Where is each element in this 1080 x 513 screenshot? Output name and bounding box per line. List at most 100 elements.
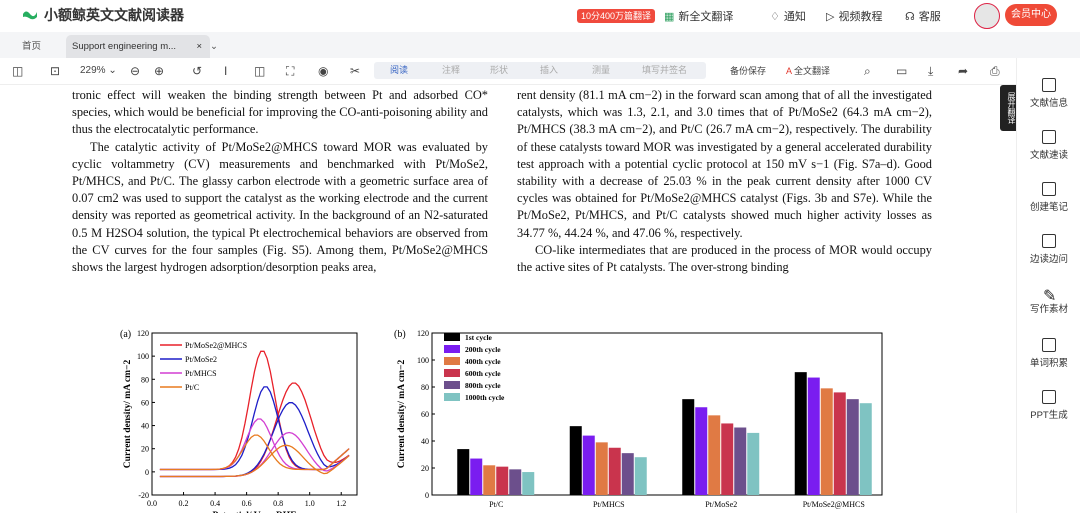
bar (582, 435, 595, 495)
side-item-quick-read[interactable]: 文献速读 (1017, 130, 1080, 161)
x-tick-label: 0.4 (210, 499, 220, 508)
expand-translation-tab[interactable]: 展开翻译 (1000, 85, 1016, 131)
x-tick-label: 1.0 (305, 499, 315, 508)
info-list-icon (1042, 78, 1056, 92)
legend-label: 200th cycle (465, 345, 501, 354)
scissors-icon[interactable]: ✂ (350, 64, 361, 78)
close-tab-icon[interactable]: × (196, 41, 202, 52)
y-tick-label: 40 (421, 437, 429, 446)
video-tutorial-link[interactable]: ▷ 视频教程 (826, 10, 883, 24)
app-title: 小额鲸英文文献阅读器 (44, 7, 184, 23)
sidebar-toggle-icon[interactable]: ◫ (12, 64, 24, 78)
bar (595, 442, 608, 495)
panel-label: (a) (120, 329, 131, 340)
y-tick-label: 0 (145, 468, 149, 477)
y-tick-label: -20 (138, 491, 149, 500)
legend-label: Pt/MHCS (185, 369, 217, 378)
tab-document[interactable]: Support engineering m... × (66, 35, 210, 58)
left-column: tronic effect will weaken the binding st… (72, 87, 488, 276)
promo-badge[interactable]: 10分400万篇翻译 (577, 9, 656, 23)
rotate-icon[interactable]: ↺ (192, 64, 203, 78)
mode-measure[interactable]: 测量 (592, 65, 611, 75)
zoom-in-icon[interactable]: ⊕ (154, 64, 165, 78)
tab-home[interactable]: 首页 (22, 41, 42, 52)
vocabulary-icon (1042, 338, 1056, 352)
fit-screen-icon[interactable]: ⛶ (286, 64, 295, 78)
paragraph: tronic effect will weaken the binding st… (72, 88, 488, 137)
mode-insert[interactable]: 插入 (540, 65, 559, 75)
member-center-button[interactable]: 会员中心 (1005, 4, 1057, 26)
eye-icon[interactable]: ◉ (318, 64, 329, 78)
bar (807, 377, 820, 495)
pen-icon: ✎ (1043, 288, 1057, 305)
side-item-ask[interactable]: 边读边问 (1017, 234, 1080, 265)
zoom-out-icon[interactable]: ⊖ (130, 64, 141, 78)
bar (569, 426, 582, 495)
bar (747, 432, 760, 495)
mode-shape[interactable]: 形状 (490, 65, 509, 75)
translate-a-icon: A (786, 66, 792, 76)
two-page-icon[interactable]: ◫ (254, 64, 266, 78)
backup-save-button[interactable]: 备份保存 (730, 66, 767, 76)
comment-icon[interactable]: ▭ (896, 64, 908, 78)
side-item-label: 创建笔记 (1029, 202, 1068, 213)
plot-frame (151, 332, 358, 496)
translate-icon: ▦ (664, 10, 675, 23)
avatar[interactable] (974, 3, 1000, 29)
ppt-icon (1042, 390, 1056, 404)
bar (496, 466, 509, 495)
chat-icon (1042, 234, 1056, 248)
download-icon[interactable]: ⤓ (928, 64, 934, 78)
legend-swatch (444, 369, 460, 377)
side-item-label: 单词积累 (1029, 358, 1068, 369)
y-tick-label: 120 (417, 329, 429, 338)
mode-fill-sign[interactable]: 填写并签名 (642, 65, 688, 75)
legend-label: 1000th cycle (465, 393, 505, 402)
full-translate-button[interactable]: A 全文翻译 (786, 66, 831, 76)
side-item-writing[interactable]: ✎ 写作素材 (1017, 286, 1080, 315)
side-item-doc-info[interactable]: 文献信息 (1017, 78, 1080, 109)
y-tick-label: 20 (141, 445, 149, 454)
side-item-ppt[interactable]: PPT生成 (1017, 390, 1080, 421)
y-axis-label: Current density/ mA cm−2 (397, 360, 407, 469)
customer-service-link[interactable]: ☊ 客服 (905, 10, 941, 24)
notice-link[interactable]: ♢ 通知 (770, 10, 806, 24)
legend-label: Pt/MoSe2 (185, 355, 217, 364)
cv-backward-curve (159, 386, 350, 471)
tab-document-label: Support engineering m... (72, 41, 177, 52)
paragraph: The catalytic activity of Pt/MoSe2@MHCS … (72, 139, 488, 275)
y-tick-label: 60 (141, 398, 149, 407)
legend-label: Pt/MoSe2@MHCS (185, 341, 247, 350)
paragraph: rent density (81.1 mA cm−2) in the forwa… (517, 88, 932, 240)
legend-label: 800th cycle (465, 381, 501, 390)
legend-swatch (444, 333, 460, 341)
search-icon[interactable]: ⌕ (864, 64, 871, 78)
document-viewer[interactable]: tronic effect will weaken the binding st… (0, 85, 1016, 513)
text-cursor-icon[interactable]: I (224, 64, 228, 78)
side-item-create-note[interactable]: 创建笔记 (1017, 182, 1080, 213)
print-icon[interactable]: ⎙ (990, 64, 1000, 78)
share-icon[interactable]: ➦ (958, 64, 969, 78)
tab-bar: 首页 Support engineering m... × ⌄ (0, 32, 1080, 58)
x-tick-label: 0.2 (179, 499, 189, 508)
side-item-label: 文献速读 (1029, 150, 1068, 161)
zoom-level[interactable]: 229% ⌄ (80, 65, 117, 76)
tab-list-dropdown-icon[interactable]: ⌄ (210, 41, 218, 52)
side-item-label: 文献信息 (1029, 98, 1068, 109)
page-view-icon[interactable]: ⊡ (50, 64, 61, 78)
x-tick-label: Pt/C (489, 500, 503, 509)
mode-annotate[interactable]: 注释 (442, 65, 461, 75)
new-translation-link[interactable]: ▦ 新全文翻译 (664, 10, 734, 24)
mode-read[interactable]: 阅读 (390, 65, 409, 75)
paragraph: CO-like intermediates that are produced … (517, 242, 932, 275)
side-item-label: 写作素材 (1029, 304, 1068, 315)
bell-icon: ♢ (770, 10, 780, 23)
bar (721, 423, 734, 495)
bar (457, 449, 470, 495)
legend-label: 400th cycle (465, 357, 501, 366)
quick-read-icon (1042, 130, 1056, 144)
side-item-vocabulary[interactable]: 单词积累 (1017, 338, 1080, 369)
bar (608, 447, 621, 495)
bar (794, 372, 807, 495)
x-tick-label: Pt/MoSe2 (705, 500, 737, 509)
